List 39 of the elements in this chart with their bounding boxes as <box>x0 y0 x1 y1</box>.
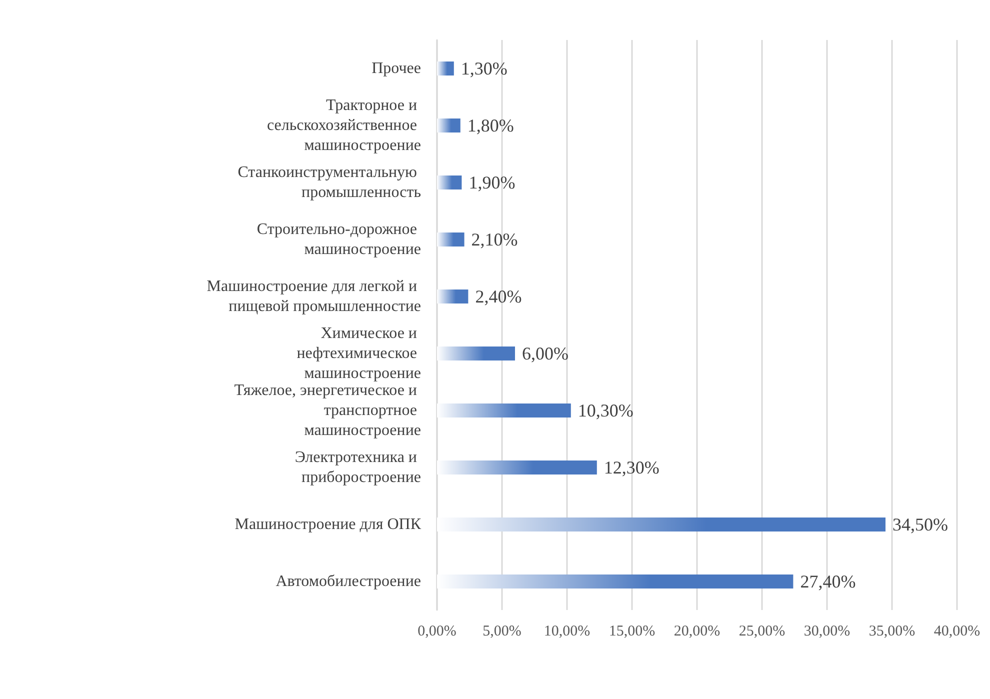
y-tick-label: Прочее <box>372 60 421 77</box>
bar <box>437 460 597 474</box>
data-label: 2,40% <box>475 286 522 306</box>
bar <box>437 118 460 132</box>
y-tick-label: Автомобилестроение <box>276 573 421 590</box>
data-label: 34,50% <box>892 514 948 534</box>
y-tick-label: Тяжелое, энергетическое и транспортное машиностроение <box>234 382 421 439</box>
bar <box>437 404 571 418</box>
y-tick-label: Машиностроение для легкой и пищевой промышленностие <box>206 278 421 315</box>
data-label: 1,90% <box>468 172 516 192</box>
bar <box>437 176 462 190</box>
data-label: 6,00% <box>522 344 568 364</box>
x-tick-label: 5,00% <box>482 624 522 640</box>
x-tick-label: 15,00% <box>608 624 656 640</box>
bar <box>437 62 454 76</box>
bar <box>437 574 794 588</box>
x-tick-label: 0,00% <box>418 624 456 640</box>
x-tick-label: 35,00% <box>868 624 916 640</box>
x-tick-label: 10,00% <box>544 624 590 640</box>
data-label: 2,10% <box>471 230 518 250</box>
data-label: 12,30% <box>604 458 660 478</box>
x-tick-label: 40,00% <box>934 624 980 640</box>
data-label: 10,30% <box>578 400 634 420</box>
bar <box>437 518 886 532</box>
y-tick-label: Тракторное и сельскохозяйственное машиностроение <box>266 97 421 154</box>
data-label: 1,30% <box>460 58 508 78</box>
bar <box>437 290 468 304</box>
x-tick-label: 25,00% <box>738 624 786 640</box>
x-tick-label: 20,00% <box>674 624 720 640</box>
y-tick-label: Химическое и нефтехимическое машиностроение <box>296 325 421 382</box>
y-tick-label: Электротехника и приборостроение <box>294 449 421 486</box>
data-label: 27,40% <box>800 572 856 592</box>
bar <box>437 346 515 360</box>
y-tick-label: Станкоинструментальную промышленность <box>238 164 421 201</box>
x-tick-label: 30,00% <box>804 624 850 640</box>
bar <box>437 232 464 246</box>
y-tick-label: Машиностроение для ОПК <box>234 516 422 533</box>
data-label: 1,80% <box>467 116 514 136</box>
y-tick-label: Строительно-дорожное машиностроение <box>256 221 421 258</box>
